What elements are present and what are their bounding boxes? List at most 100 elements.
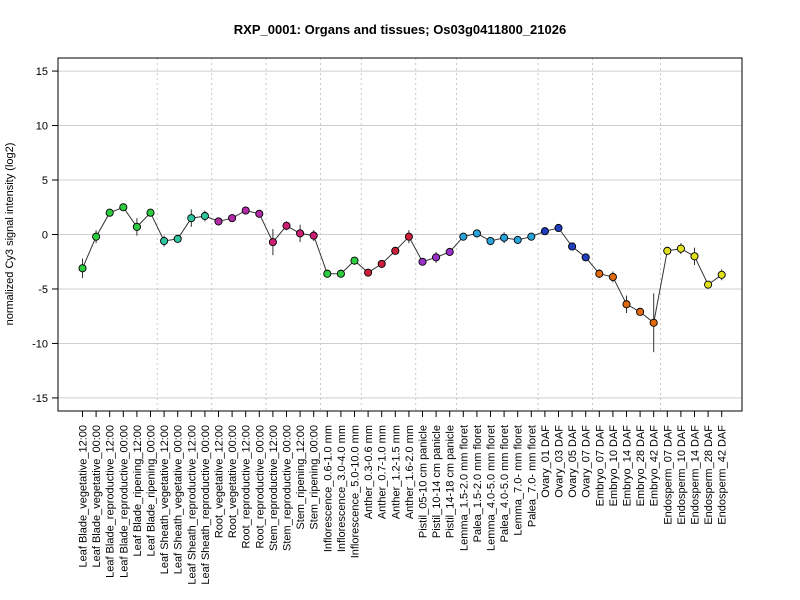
x-tick-label: Leaf Blade_ripening_00:00 [146,425,158,557]
data-point [459,232,468,241]
data-points [78,203,726,353]
data-point [146,208,155,217]
data-point [418,257,427,266]
data-point [649,318,658,327]
data-point [704,280,713,289]
data-point [486,236,495,246]
x-tick-label: Ovary_07 DAF [581,425,593,498]
x-axis: Leaf Blade_vegetative_12:00 Leaf Blade_ve… [78,411,729,585]
data-point [200,211,209,221]
data-point [717,270,726,279]
y-tick-label: 10 [36,121,48,133]
x-tick-label: Inflorescence_3.0-4.0 mm [336,425,348,552]
x-tick-label: Ovary_01 DAF [540,425,552,498]
data-point [78,264,87,273]
x-tick-label: Endosperm_10 DAF [676,425,688,525]
data-point [214,217,223,226]
y-tick-label: -10 [32,338,48,350]
y-axis-label: normalized Cy3 signal intensity (log2) [4,143,16,326]
data-point [595,269,604,278]
data-point [445,247,454,256]
data-point [472,229,481,238]
data-point [663,246,672,255]
x-tick-label: Palea_1.5-2.0 mm floret [472,425,484,542]
data-point [282,221,291,230]
x-tick-label: Leaf Sheath_vegetative_00:00 [173,425,185,574]
x-tick-label: Stem_reproductive_12:00 [268,425,280,551]
x-tick-label: Palea_7.0- mm floret [526,425,538,527]
data-point [432,253,441,262]
x-tick-label: Root_vegetative_00:00 [227,425,239,538]
x-tick-label: Pistil_05-10 cm panicle [418,425,430,538]
data-point [173,234,182,243]
x-tick-label: Stem_reproductive_00:00 [282,425,294,551]
group-separators [156,58,661,411]
y-tick-label: 15 [36,66,48,78]
data-point [568,242,577,251]
x-tick-label: Leaf Blade_reproductive_00:00 [118,425,130,578]
data-point [404,232,413,241]
x-tick-label: Lemma_4.0-5.0 mm floret [486,425,498,551]
x-tick-label: Endosperm_28 DAF [703,425,715,525]
x-tick-label: Lemma_1.5-2.0 mm floret [458,425,470,551]
data-point [119,203,128,212]
y-tick-label: -5 [38,284,48,296]
x-tick-label: Root_vegetative_12:00 [214,425,226,538]
x-tick-label: Lemma_7.0- mm floret [513,425,525,536]
data-point [160,236,169,246]
x-tick-label: Anther_0.3-0.6 mm [363,425,375,519]
data-point [241,206,250,215]
x-tick-label: Pistil_10-14 cm panicle [431,425,443,538]
x-tick-label: Root_reproductive_12:00 [241,425,253,549]
x-tick-label: Palea_4.0-5.0 mm floret [499,425,511,542]
x-tick-label: Leaf Blade_vegetative_00:00 [91,425,103,568]
data-point [323,269,332,278]
grid-lines [58,70,742,399]
data-point [527,232,536,241]
data-point [622,300,631,309]
x-tick-label: Endosperm_42 DAF [717,425,729,525]
data-point [228,214,237,223]
x-tick-label: Stem_ripening_12:00 [295,425,307,530]
series-line [82,206,722,324]
data-point [336,269,345,278]
data-point [581,253,590,262]
x-tick-label: Embryo_28 DAF [635,425,647,507]
x-tick-label: Embryo_07 DAF [594,425,606,507]
x-tick-label: Pistil_14-18 cm panicle [445,425,457,538]
data-point [105,208,114,217]
data-point [92,232,101,241]
data-point [391,246,400,255]
x-tick-label: Anther_1.2-1.5 mm [390,425,402,519]
data-point [500,233,509,242]
y-tick-label: -15 [32,393,48,405]
data-point [132,222,141,231]
y-tick-label: 0 [42,230,48,242]
data-point [540,227,549,236]
data-point [296,229,305,238]
data-point [690,252,699,261]
x-tick-label: Leaf Sheath_vegetative_12:00 [159,425,171,574]
data-point [187,214,196,223]
chart-title: RXP_0001: Organs and tissues; Os03g04118… [234,22,566,37]
x-tick-label: Endosperm_14 DAF [690,425,702,525]
x-tick-label: Stem_ripening_00:00 [309,425,321,530]
x-tick-label: Root_reproductive_00:00 [254,425,266,549]
data-point [513,235,522,244]
series-path [82,206,722,324]
x-tick-label: Anther_1.6-2.0 mm [404,425,416,519]
x-tick-label: Ovary_05 DAF [567,425,579,498]
data-point [554,223,563,233]
data-point [676,244,685,253]
x-tick-label: Embryo_42 DAF [649,425,661,507]
x-tick-label: Inflorescence_0.6-1.0 mm [322,425,334,552]
x-tick-label: Leaf Blade_reproductive_12:00 [105,425,117,578]
data-point [255,209,264,218]
x-tick-label: Leaf Blade_ripening_12:00 [132,425,144,557]
x-tick-label: Leaf Blade_vegetative_12:00 [78,425,90,568]
data-point [608,272,617,282]
data-point [350,256,359,265]
data-point [636,307,645,316]
x-tick-label: Inflorescence_5.0-10.0 mm [350,425,362,558]
x-tick-label: Leaf Sheath_reproductive_00:00 [200,425,212,585]
